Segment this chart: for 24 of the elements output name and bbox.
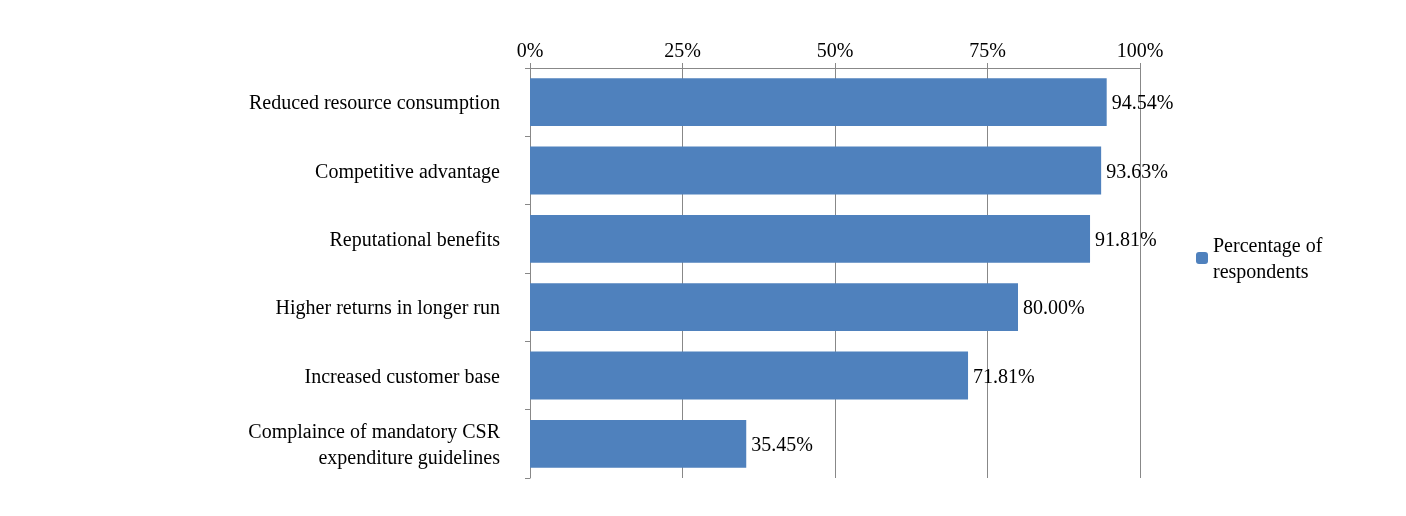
y-tick-label: Increased customer base	[304, 364, 501, 387]
bar	[530, 351, 969, 400]
y-tick-label: Higher returns in longer run	[275, 296, 500, 320]
x-tick-label: 100%	[1116, 39, 1164, 61]
bar	[530, 214, 1091, 263]
x-tick-label: 25%	[664, 39, 701, 61]
data-label: 71.81%	[973, 364, 1035, 387]
x-tick-label: 50%	[816, 39, 854, 61]
legend-label: Percentage of respondents	[1213, 234, 1328, 283]
data-label: 91.81%	[1095, 227, 1157, 250]
bar	[530, 146, 1102, 195]
data-label: 80.00%	[1023, 296, 1085, 319]
data-label: 94.54%	[1111, 91, 1174, 114]
bar	[530, 78, 1107, 127]
y-tick-label: Competitive advantage	[315, 159, 501, 183]
bar	[530, 419, 747, 468]
data-label: 93.63%	[1106, 159, 1168, 182]
data-label: 35.45%	[751, 432, 813, 455]
bar	[530, 283, 1018, 332]
y-tick-label: Reputational benefits	[329, 227, 501, 251]
x-tick-label: 0%	[516, 39, 544, 61]
y-tick-label: Complaince of mandatory CSR expenditure guidelines	[248, 419, 501, 469]
x-tick-label: 75%	[969, 39, 1006, 61]
y-tick-label: Reduced resource consumption	[248, 91, 500, 115]
